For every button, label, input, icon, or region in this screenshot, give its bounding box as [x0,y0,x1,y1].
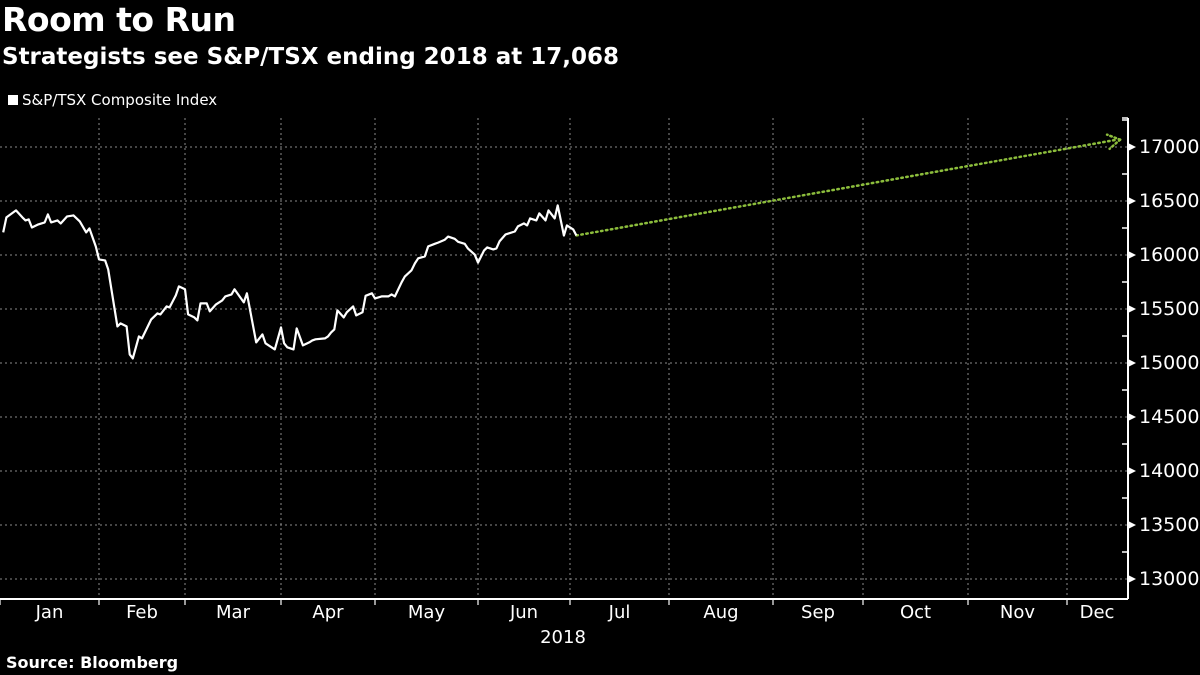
arrow-head-icon [1105,133,1122,151]
legend-swatch [8,95,18,105]
chart-subtitle: Strategists see S&P/TSX ending 2018 at 1… [2,44,619,70]
axes [0,117,1136,605]
y-tick-label: 13500 [1139,514,1200,536]
source-note: Source: Bloomberg [6,653,179,672]
chart-title: Room to Run [2,0,236,39]
y-tick-label: 16000 [1139,244,1200,266]
x-tick-label: Nov [999,602,1036,623]
legend-label: S&P/TSX Composite Index [22,91,218,109]
legend: S&P/TSX Composite Index [8,91,217,109]
projection-line [575,138,1119,237]
x-tick-label: Jun [509,602,539,623]
y-tick-label: 14000 [1139,460,1200,482]
x-axis-year-label: 2018 [540,627,586,648]
y-tick-label: 13000 [1139,568,1200,590]
gridlines [0,118,1128,599]
y-tick-label: 16500 [1139,190,1200,212]
x-tick-label: Apr [312,602,344,623]
x-tick-label: Feb [126,602,158,623]
x-tick-label: Aug [703,602,739,623]
y-tick-label: 15500 [1139,298,1200,320]
x-tick-label: Sep [801,602,835,623]
index-line [2,204,578,360]
y-tick-label: 17000 [1139,136,1200,158]
x-tick-label: Jul [608,602,631,623]
x-tick-label: May [407,602,446,623]
y-tick-label: 14500 [1139,406,1200,428]
x-tick-label: Jan [35,602,64,623]
y-tick-label: 15000 [1139,352,1200,374]
x-tick-label: Mar [216,602,250,623]
x-tick-label: Dec [1079,602,1115,623]
x-tick-label: Oct [899,602,932,623]
